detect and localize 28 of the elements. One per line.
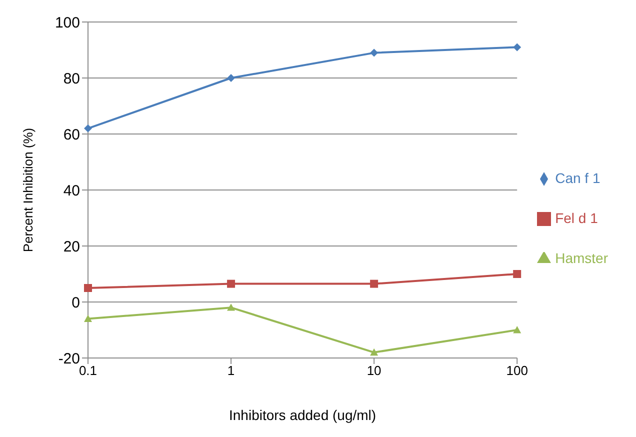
point (227, 304, 236, 311)
point (227, 280, 236, 288)
x-tick-label: 10 (366, 363, 382, 378)
point (370, 280, 378, 288)
y-tick-label: 80 (63, 70, 80, 88)
point (84, 314, 92, 322)
point (227, 74, 236, 82)
x-tick-label: 100 (506, 363, 528, 378)
y-tick-label: 0 (72, 294, 80, 312)
y-tick-label: 40 (63, 182, 80, 200)
point (513, 270, 522, 278)
point (370, 348, 378, 356)
point (513, 326, 522, 334)
x-tick-label: 1 (227, 363, 235, 378)
y-axis-title: Percent Inhibition (%) (20, 128, 36, 252)
y-tick-label: 100 (54, 14, 80, 32)
point (370, 48, 378, 57)
legend-label: Fel d 1 (555, 210, 598, 226)
legend-label: Can f 1 (555, 170, 600, 186)
point (513, 43, 522, 52)
y-tick-label: 60 (63, 126, 80, 144)
y-tick-label: 20 (63, 238, 80, 256)
x-tick-label: 0.1 (78, 363, 98, 378)
point (84, 284, 92, 292)
point (84, 124, 92, 132)
legend-label: Hamster (555, 250, 608, 266)
x-axis-title: Inhibitors added (ug/ml) (229, 407, 376, 423)
y-tick-label: -20 (58, 350, 80, 368)
